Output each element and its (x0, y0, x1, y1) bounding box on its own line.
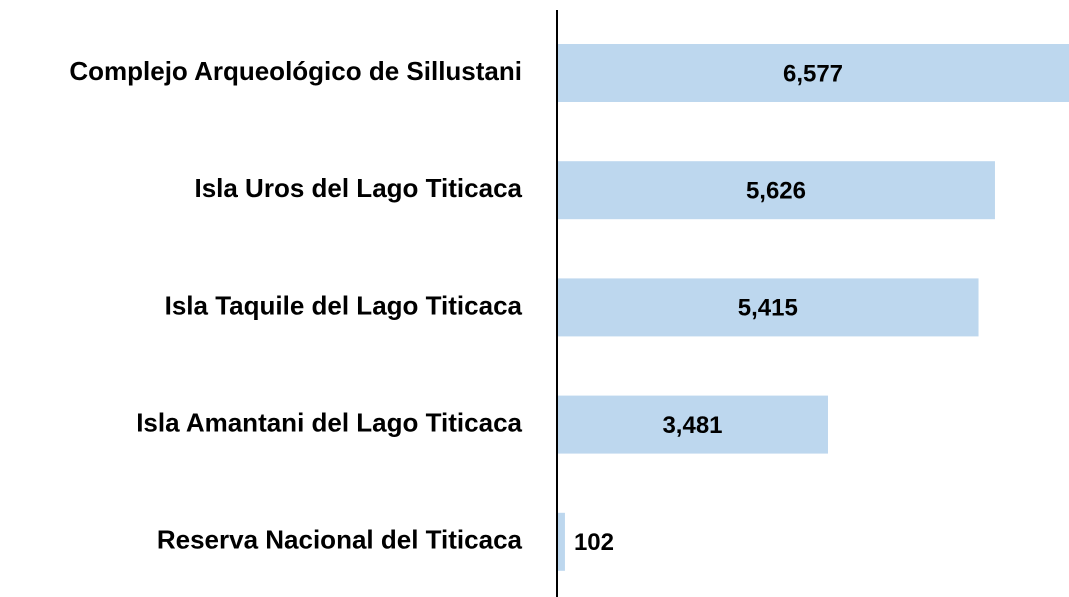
bar (558, 161, 995, 220)
bar (558, 395, 828, 454)
bar (558, 44, 1069, 102)
category-label: Isla Amantani del Lago Titicaca (136, 407, 522, 437)
bar (558, 512, 565, 571)
bar (558, 278, 979, 337)
category-label: Reserva Nacional del Titicaca (157, 525, 523, 555)
category-label: Complejo Arqueológico de Sillustani (69, 56, 522, 86)
value-label: 102 (574, 529, 614, 556)
value-label: 6,577 (783, 60, 843, 87)
category-label: Isla Uros del Lago Titicaca (194, 173, 522, 203)
value-label: 5,626 (746, 178, 806, 205)
category-label: Isla Taquile del Lago Titicaca (165, 290, 523, 320)
value-label: 5,415 (738, 295, 798, 322)
value-label: 3,481 (662, 412, 722, 439)
